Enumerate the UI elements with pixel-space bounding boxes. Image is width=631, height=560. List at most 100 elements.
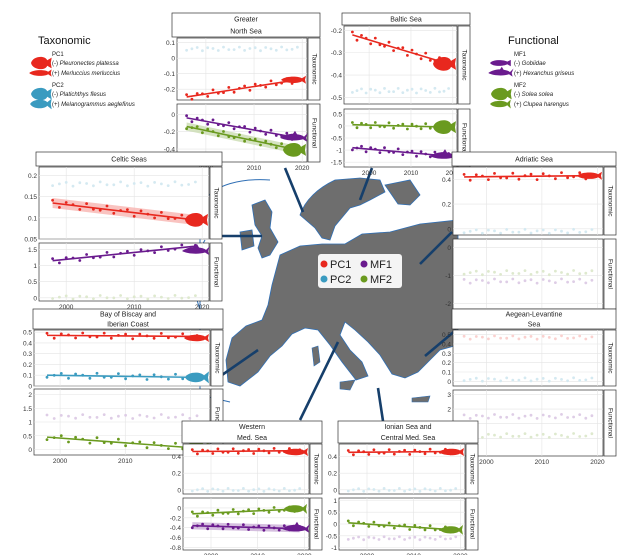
map-legend-box [318,254,402,288]
aegean-levantine-sea-taxonomic-pc1-point [468,337,472,341]
hexanchus-griseus-fish-icon [488,66,514,77]
adriatic-sea-taxonomic-pc2-point [468,229,472,233]
baltic-sea-taxonomic-pc2-point [438,90,441,94]
adriatic-sea-taxonomic-pc1-point [560,171,563,175]
baltic-sea-functional-mf2-point [401,122,405,126]
ionian-sea-and-central-med-sea-taxonomic-pc1-point [346,449,350,452]
aegean-levantine-sea-functional-mf2-point [572,432,575,435]
bay-of-biscay-and-iberian-coast-taxonomic-strip [210,329,224,387]
bay-of-biscay-and-iberian-coast-taxonomic-ytick-label: 0 [28,384,32,391]
ionian-sea-and-central-med-sea-taxonomic-pc1-point [352,453,355,457]
greater-north-sea-taxonomic-pc2-point [238,45,241,49]
baltic-sea-xtick-label: 2010 [404,170,419,177]
pc1-legend-label: PC1 [52,52,64,58]
baltic-sea-taxonomic-pc1-point [419,57,423,61]
baltic-sea-functional-mf1-point [396,147,400,151]
solea-solea-legend-entry: (-) Solea solea [514,92,554,98]
aegean-levantine-sea-taxonomic-ytick-label: 0.2 [442,360,451,367]
ionian-sea-and-central-med-sea-functional-mf2-point [372,520,376,524]
ionian-sea-and-central-med-sea-taxonomic-ytick-label: 0 [333,487,337,494]
celtic-seas-functional-mf1-trend-line [52,245,196,262]
ionian-sea-and-central-med-sea-taxonomic-pc1-point [408,453,412,456]
aegean-levantine-sea-functional-mf1-point [535,417,539,420]
ionian-sea-and-central-med-sea-taxonomic-pc2-point [362,489,366,493]
celtic-seas-taxonomic-pc2-point [187,183,191,186]
greater-north-sea-functional-mf1-point [232,127,236,131]
aegean-levantine-sea-taxonomic-pc1-point [462,334,466,338]
aegean-levantine-sea-taxonomic-pc2-point [547,379,551,383]
celtic-seas-taxonomic-pc1-point [166,217,170,221]
celtic-seas-taxonomic-pc2-point [194,180,197,184]
platichthys-flesus-fish-icon [31,87,52,101]
celtic-seas-functional-mf2-point [78,294,82,298]
aegean-levantine-sea-taxonomic-pc1-point [523,335,527,339]
legend-species: Merluccius merluccius [61,71,120,77]
ionian-sea-and-central-med-sea-taxonomic-pc1-point [403,448,406,452]
aegean-levantine-sea-xtick-label: 2010 [535,459,550,466]
adriatic-sea-functional-mf2-point [572,269,575,272]
celtic-seas-functional-mf2-point [166,297,170,300]
greater-north-sea-taxonomic-pc2-point [195,46,199,49]
ionian-sea-and-central-med-sea-functional-mf2-trend-line [348,522,456,531]
europe-map [187,170,459,420]
greater-north-sea-functional-ytick-label: 0 [171,112,175,119]
western-med-sea-taxonomic-pc2-point [272,488,276,492]
western-med-sea-taxonomic-pc1-trend-line [192,449,300,453]
greater-north-sea-functional-mf2-point [238,133,241,137]
legend-sign: (-) [514,92,522,98]
connector-line [424,329,457,357]
aegean-levantine-sea-taxonomic-pc1-point [487,337,490,341]
celtic-seas-taxonomic-pc1-point [180,213,184,217]
celtic-seas-functional-mf1-point [180,243,184,247]
celtic-seas-taxonomic-ytick-label: 0.15 [24,194,37,201]
baltic-sea-taxonomic-ytick-label: -0.3 [331,50,343,57]
adriatic-sea-functional-mf2-point [462,272,466,276]
celtic-seas-functional-mf1-point [51,257,54,260]
celtic-seas-taxonomic-pc1-point [126,208,129,212]
bay-of-biscay-and-iberian-coast-functional-mf1-point [109,416,113,420]
bay-of-biscay-and-iberian-coast-functional-mf2-point [124,444,127,448]
ionian-sea-and-central-med-sea-functional-mf2-point [352,524,355,528]
aegean-levantine-sea-functional-mf1-point [487,416,490,420]
celtic-seas-functional-mf2-point [71,297,75,301]
celtic-seas-functional-mf1-point [160,245,163,249]
bay-of-biscay-and-iberian-coast-functional-mf2-point [152,441,156,444]
adriatic-sea-functional-mf2-point [481,273,484,277]
greater-north-sea-functional-mf1-point [285,131,289,135]
greater-north-sea-functional-mf2-point [206,127,210,131]
western-med-sea-taxonomic-pc2-point [211,487,215,491]
baltic-sea-taxonomic-ytick-label: -0.4 [331,73,343,80]
bay-of-biscay-and-iberian-coast-taxonomic-pc1-point [124,332,127,336]
aegean-levantine-sea-functional-mf2-point [554,432,557,436]
aegean-levantine-sea-functional-mf1-point [572,415,575,419]
celtic-seas-taxonomic-ytick-label: 0.2 [28,173,37,180]
bay-of-biscay-and-iberian-coast-taxonomic-ytick-label: 0.5 [23,330,32,337]
adriatic-sea-functional-mf2-point [529,273,533,276]
aegean-levantine-sea-taxonomic-pc1-point [554,337,557,341]
baltic-sea-functional-mf2-fish-icon [433,120,456,134]
bay-of-biscay-and-iberian-coast-taxonomic-pc1-point [131,337,135,341]
ionian-sea-and-central-med-sea-functional-mf2-fish-icon [440,524,463,535]
baltic-sea-functional-mf1-point [383,146,386,150]
aegean-levantine-sea-functional-mf1-point [554,416,557,420]
bay-of-biscay-and-iberian-coast-taxonomic-pc1-point [138,332,142,336]
greater-north-sea-taxonomic-pc1-point [269,79,273,83]
ionian-sea-and-central-med-sea-functional-mf2-point [346,519,350,523]
aegean-levantine-sea-taxonomic-pc1-point [584,337,588,341]
ionian-sea-and-central-med-sea-taxonomic-pc2-point [377,489,381,493]
aegean-levantine-sea-taxonomic-pc2-point [578,379,582,382]
aegean-levantine-sea-functional-mf1-point [474,413,478,417]
western-med-sea-taxonomic-pc2-point [282,487,286,490]
map-finland [384,179,421,206]
adriatic-sea-functional-mf1-point [505,280,509,284]
greater-north-sea-taxonomic-pc2-point [269,47,273,51]
aegean-levantine-sea-functional-mf1-point [468,417,472,420]
adriatic-sea-taxonomic-pc2-point [554,228,557,232]
celtic-seas-functional-mf1-point [64,256,68,260]
ionian-sea-and-central-med-sea-taxonomic-ytick-label: 0.2 [328,471,337,478]
celtic-seas-taxonomic-pc1-point [64,201,68,204]
western-med-sea-taxonomic-ytick-label: 0.2 [172,471,181,478]
western-med-sea-functional-mf1-point [226,522,230,526]
western-med-sea-functional-mf1-point [247,528,251,531]
bay-of-biscay-and-iberian-coast-taxonomic-pc2-point [138,373,142,377]
